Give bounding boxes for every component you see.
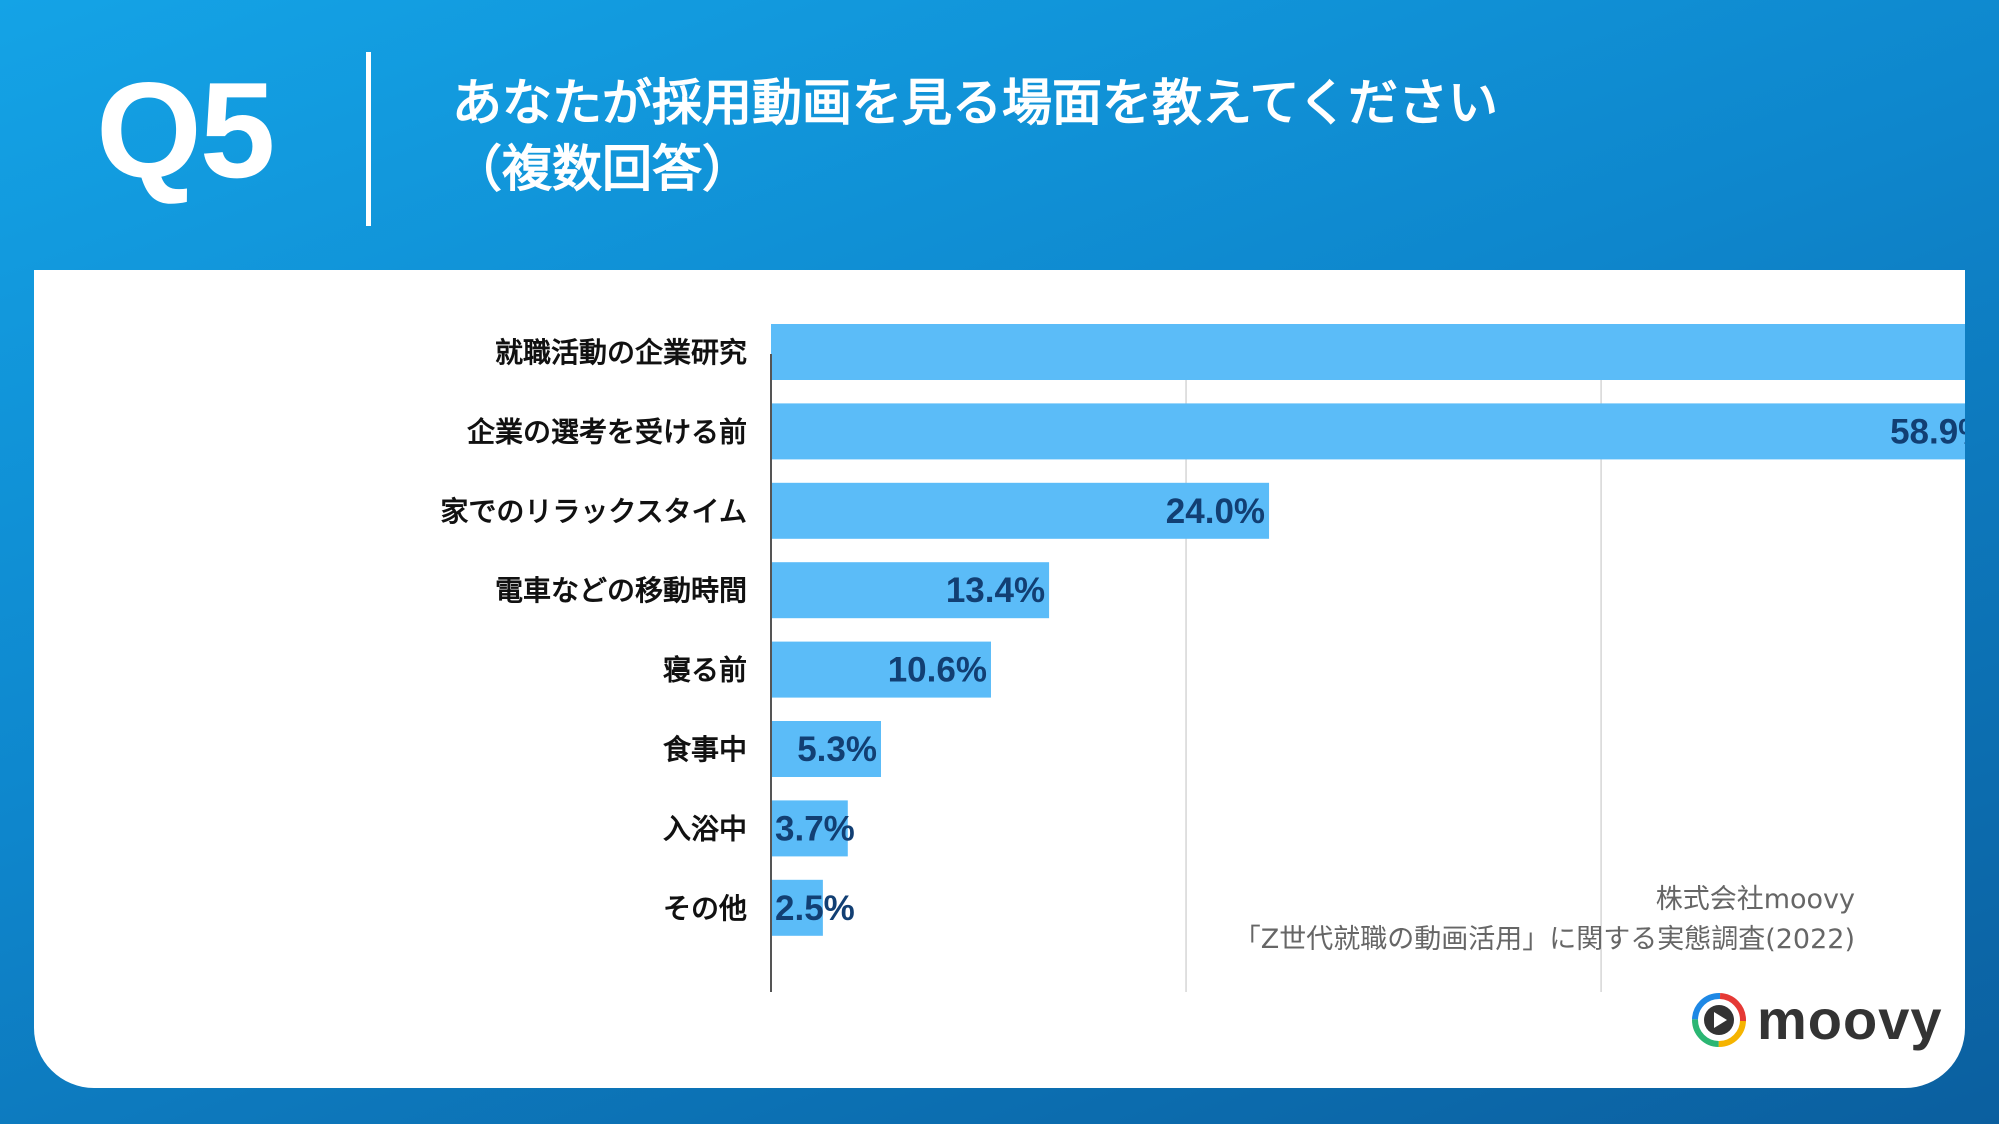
category-label-2: 企業の選考を受ける前	[467, 415, 747, 448]
category-label-5: 寝る前	[663, 654, 747, 687]
source-company: 株式会社moovy	[1655, 884, 1855, 915]
source-survey: 「Z世代就職の動画活用」に関する実態調査(2022)	[1233, 924, 1855, 955]
moovy-logo: moovy	[1689, 990, 1943, 1050]
logo-text: moovy	[1757, 988, 1943, 1051]
value-label-7: 3.7%	[775, 809, 855, 848]
bar-6	[771, 721, 881, 777]
category-label-4: 電車などの移動時間	[495, 574, 747, 607]
source-note: 株式会社moovy 「Z世代就職の動画活用」に関する実態調査(2022)	[1234, 880, 1855, 960]
bar-2	[771, 403, 1965, 460]
category-label-3: 家でのリラックスタイム	[440, 495, 747, 528]
bar-3	[771, 482, 1270, 539]
bar-4	[771, 562, 1050, 619]
question-title-line1: あなたが採用動画を見る場面を教えてください	[452, 74, 1498, 132]
value-label-3: 24.0%	[1166, 492, 1265, 531]
chart-card: 就職活動の企業研究73.8%企業の選考を受ける前58.9%家でのリラックスタイム…	[34, 270, 1965, 1088]
category-label-1: 就職活動の企業研究	[495, 336, 747, 369]
bar-1	[771, 324, 1965, 380]
category-label-6: 食事中	[663, 733, 747, 766]
bar-5	[771, 641, 991, 698]
question-title-line2: （複数回答）	[452, 140, 752, 198]
bar-7	[771, 800, 848, 857]
category-label-7: 入浴中	[663, 812, 747, 845]
value-label-8: 2.5%	[775, 889, 855, 928]
bar-8	[771, 879, 823, 936]
value-label-2: 58.9%	[1890, 412, 1965, 451]
value-label-4: 13.4%	[946, 571, 1045, 610]
value-label-6: 5.3%	[797, 730, 877, 769]
play-circle-icon	[1692, 993, 1746, 1047]
bar-chart: 就職活動の企業研究73.8%企業の選考を受ける前58.9%家でのリラックスタイム…	[440, 324, 1965, 992]
header-divider	[366, 52, 371, 226]
category-label-8: その他	[663, 892, 747, 925]
value-label-5: 10.6%	[888, 651, 987, 690]
question-title: あなたが採用動画を見る場面を教えてください （複数回答）	[452, 70, 1852, 202]
question-number: Q5	[96, 54, 275, 206]
